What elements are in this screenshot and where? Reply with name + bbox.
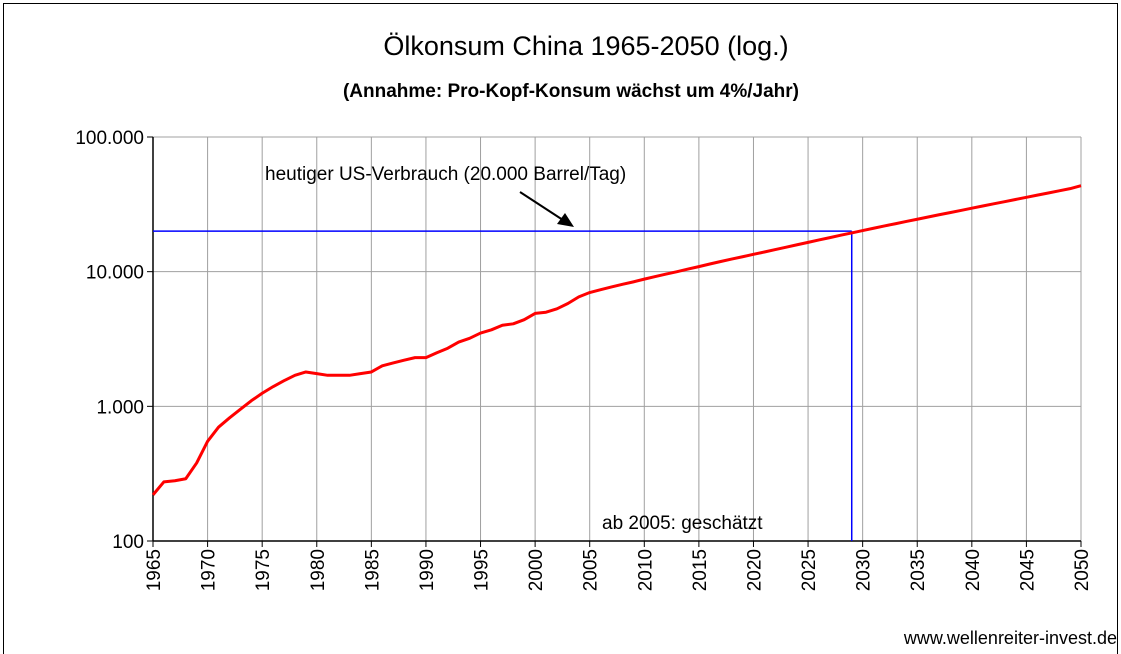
- y-tick-label: 10.000: [86, 263, 144, 284]
- x-tick-label: 2000: [526, 549, 547, 591]
- chart-frame: [3, 3, 1118, 654]
- x-tick-label: 2025: [799, 549, 820, 591]
- x-tick-label: 1990: [417, 549, 438, 591]
- x-tick-label: 2035: [908, 549, 929, 591]
- plot: [151, 184, 1082, 541]
- x-tick-label: 2030: [854, 549, 875, 591]
- x-tick-label: 1975: [253, 549, 274, 591]
- data-line: [151, 184, 1082, 496]
- x-tick-label: 2045: [1017, 549, 1038, 591]
- annotation: heutiger US-Verbrauch (20.000 Barrel/Tag…: [265, 164, 626, 185]
- annotation: ab 2005: geschätzt: [602, 513, 763, 534]
- y-tick-label: 100.000: [75, 128, 144, 149]
- x-tick-label: 1995: [472, 549, 493, 591]
- chart-subtitle: (Annahme: Pro-Kopf-Konsum wächst um 4%/J…: [343, 81, 799, 102]
- x-tick-label: 1980: [308, 549, 329, 591]
- chart-title: Ölkonsum China 1965-2050 (log.): [383, 31, 788, 61]
- x-tick-label: 2005: [581, 549, 602, 591]
- x-tick-label: 1970: [199, 549, 220, 591]
- grid: 100 1.000 10.000 100.000 1965 1970 1975 1980 198…: [75, 128, 1093, 591]
- source: www.wellenreiter-invest.de: [903, 628, 1117, 648]
- x-tick-label: 2050: [1072, 549, 1093, 591]
- annotation-arrow: [519, 191, 567, 223]
- x-tick-label: 1965: [144, 549, 165, 591]
- x-tick-label: 2020: [744, 549, 765, 591]
- y-tick-label: 1.000: [96, 397, 144, 418]
- y-tick-label: 100: [112, 532, 144, 553]
- x-tick-label: 2010: [635, 549, 656, 591]
- annotation-arrowhead: [557, 213, 574, 227]
- x-tick-label: 1985: [362, 549, 383, 591]
- x-tick-label: 2040: [963, 549, 984, 591]
- x-tick-label: 2015: [690, 549, 711, 591]
